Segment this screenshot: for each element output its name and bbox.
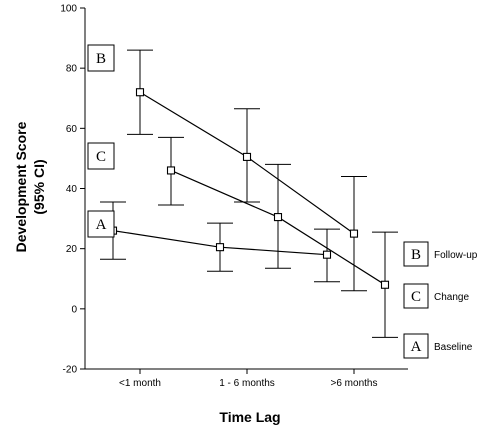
legend-box-B — [403, 241, 429, 267]
y-axis-title-line2: (95% CI) — [31, 159, 47, 214]
legend-box-letter: C — [411, 289, 421, 305]
x-tick-label: 1 - 6 months — [219, 378, 275, 389]
y-tick-label: -20 — [63, 365, 78, 376]
y-tick-label: 20 — [66, 244, 78, 255]
y-tick-label: 60 — [66, 124, 78, 135]
y-axis-title-line1: Development Score — [13, 121, 29, 252]
x-tick-label: <1 month — [119, 378, 161, 389]
data-point — [135, 88, 145, 97]
x-axis-title: Time Lag — [219, 409, 280, 425]
series-B — [127, 49, 367, 292]
series-A — [100, 201, 340, 283]
y-tick-label: 80 — [66, 64, 78, 75]
legend-label: Change — [434, 292, 469, 303]
y-tick-label: 0 — [71, 304, 77, 315]
axes: -20 0 20 40 60 80 100 <1 month 1 - 6 months >6 mo… — [60, 4, 408, 389]
legend-box-A — [403, 333, 429, 359]
series-box-letter: B — [96, 51, 106, 67]
legend-box-letter: B — [411, 247, 421, 263]
data-point — [322, 250, 332, 259]
data-point — [166, 166, 176, 175]
x-tick-label: >6 months — [331, 378, 378, 389]
legend-box-C — [403, 283, 429, 309]
data-point — [380, 280, 390, 289]
legend: B Follow-up C Change A Baseline — [403, 241, 478, 359]
series-box-labels: B C A — [87, 44, 115, 238]
series-box-B — [87, 44, 115, 72]
data-point — [215, 243, 225, 252]
y-tick-label: 100 — [60, 4, 77, 15]
series-box-A — [87, 210, 115, 238]
legend-label: Follow-up — [434, 250, 478, 261]
series-box-C — [87, 142, 115, 170]
legend-label: Baseline — [434, 342, 473, 353]
series-box-letter: A — [96, 217, 107, 233]
data-point — [349, 229, 359, 238]
series-box-letter: C — [96, 149, 106, 165]
data-point — [273, 213, 283, 222]
data-point — [242, 152, 252, 161]
y-tick-label: 40 — [66, 184, 78, 195]
series-C — [158, 136, 398, 338]
plot-area — [100, 49, 398, 338]
legend-box-letter: A — [411, 339, 422, 355]
